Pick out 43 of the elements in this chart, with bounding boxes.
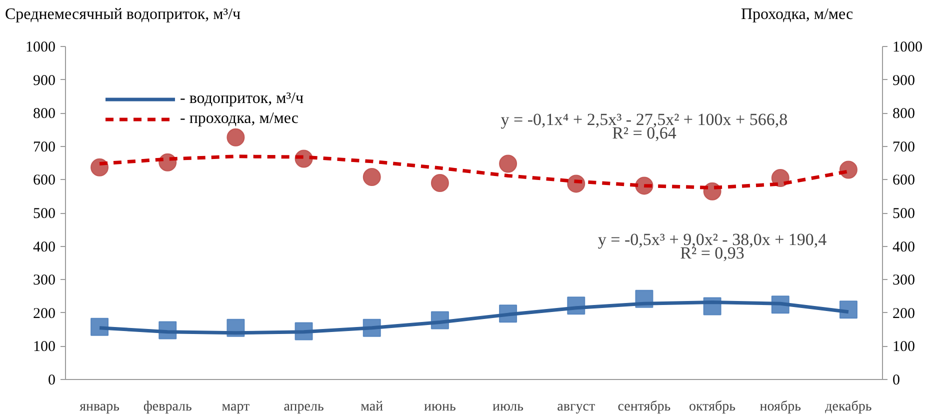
y-tick-label: 600 — [33, 172, 56, 189]
y2-tick-label: 900 — [892, 72, 915, 89]
y-tick-label: 800 — [33, 106, 56, 122]
x-tick-label: октябрь — [689, 400, 736, 414]
y-tick-label: 900 — [33, 72, 56, 89]
y-tick-label: 1000 — [26, 40, 56, 56]
y-tick-label: 700 — [33, 139, 56, 156]
point — [362, 168, 381, 186]
x-tick-label: май — [360, 400, 384, 414]
y-tick-label: 0 — [48, 372, 56, 388]
y-tick-label: 300 — [33, 272, 56, 289]
y2-axis-title: Проходка, м/мес — [741, 5, 854, 25]
point — [430, 174, 449, 192]
x-tick-label: сентябрь — [618, 400, 671, 414]
x-tick-label: апрель — [284, 400, 324, 414]
y2-tick-label: 600 — [892, 172, 915, 189]
x-tick-label: март — [222, 400, 250, 414]
y2-tick-label: 100 — [892, 339, 915, 356]
point — [499, 154, 518, 173]
y2-tick-label: 400 — [892, 239, 915, 256]
y2-tick-label: 1000 — [892, 40, 922, 56]
x-tick-label: февраль — [143, 400, 192, 414]
point — [839, 160, 858, 179]
legend-label: - проходка, м/мес — [180, 110, 298, 128]
legend-label: - водоприток, м³/ч — [180, 90, 304, 108]
y2-tick-label: 500 — [892, 206, 915, 222]
y2-tick-label: 0 — [892, 372, 900, 388]
y2-tick-label: 700 — [892, 139, 915, 156]
x-tick-label: ноябрь — [760, 400, 801, 414]
point — [226, 128, 245, 146]
y2-tick-label: 300 — [892, 272, 915, 289]
x-tick-label: август — [557, 400, 596, 414]
y-tick-label: 200 — [33, 306, 56, 322]
x-tick-label: июль — [492, 400, 524, 414]
x-tick-label: декабрь — [825, 400, 872, 414]
y-tick-label: 400 — [33, 239, 56, 256]
x-tick-label: июнь — [424, 400, 456, 414]
y2-tick-label: 800 — [892, 106, 915, 122]
y-axis-title: Среднемесячный водоприток, м³/ч — [5, 5, 241, 25]
x-tick-label: январь — [80, 400, 120, 414]
y-tick-label: 100 — [33, 339, 56, 356]
y2-tick-label: 200 — [892, 306, 915, 322]
y-tick-label: 500 — [33, 206, 56, 222]
